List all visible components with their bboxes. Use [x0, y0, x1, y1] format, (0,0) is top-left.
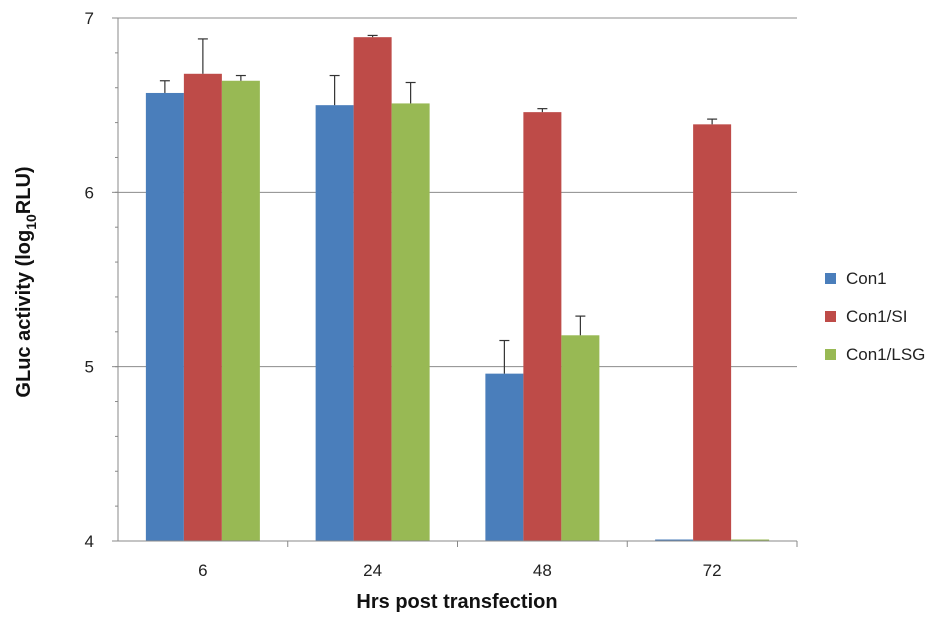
- bar-con1-lsg-6: [221, 80, 260, 541]
- bar-con1-si-72: [693, 124, 732, 542]
- legend-swatch: [825, 273, 836, 284]
- legend-label: Con1: [846, 269, 887, 288]
- bar-con1-24: [315, 105, 354, 542]
- bar-con1-48: [485, 373, 524, 541]
- y-tick-label: 7: [85, 9, 94, 28]
- x-tick-label: 6: [198, 561, 207, 580]
- x-axis-title: Hrs post transfection: [356, 591, 557, 613]
- bar-con1-si-24: [353, 37, 392, 541]
- bar-con1-lsg-24: [391, 103, 430, 541]
- bar-con1-si-6: [183, 73, 222, 541]
- bar-con1-si-48: [523, 112, 562, 541]
- legend: Con1 Con1/SI Con1/LSG: [825, 269, 925, 364]
- legend-swatch: [825, 349, 836, 360]
- y-axis-ticks: 4 5 6 7: [85, 9, 118, 551]
- y-axis-title-end: RLU): [13, 166, 35, 214]
- bars: [145, 37, 770, 542]
- y-tick-label: 4: [85, 532, 94, 551]
- y-tick-label: 6: [85, 183, 94, 202]
- y-tick-label: 5: [85, 358, 94, 377]
- y-axis-title-subscript: 10: [23, 214, 39, 230]
- x-axis-ticks: 6 24 48 72: [198, 541, 798, 580]
- x-tick-label: 24: [363, 561, 382, 580]
- x-tick-label: 48: [533, 561, 552, 580]
- bar-con1-6: [145, 92, 184, 542]
- legend-label: Con1/SI: [846, 307, 907, 326]
- x-tick-label: 72: [703, 561, 722, 580]
- bar-con1-lsg-48: [561, 335, 600, 541]
- error-bars: [159, 34, 718, 374]
- y-axis-title: GLuc activity (log10RLU): [13, 166, 39, 397]
- legend-label: Con1/LSG: [846, 345, 925, 364]
- legend-swatch: [825, 311, 836, 322]
- y-axis-title-main: GLuc activity (log: [13, 230, 35, 398]
